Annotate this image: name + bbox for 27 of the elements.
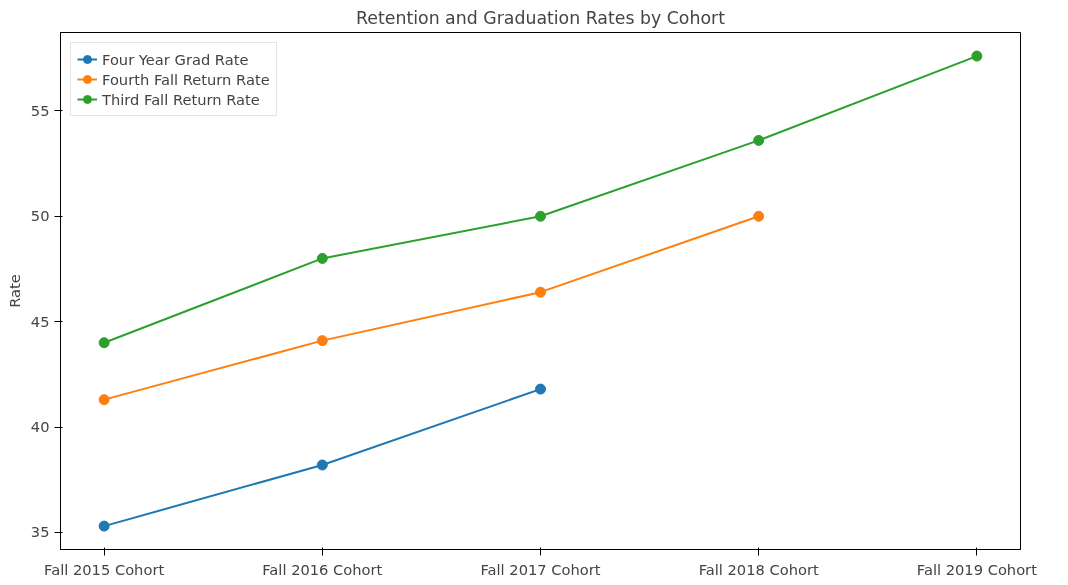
y-tick-label: 45 <box>30 312 50 330</box>
x-tick-label: Fall 2015 Cohort <box>44 560 165 578</box>
point <box>535 286 546 298</box>
x-tick-label: Fall 2019 Cohort <box>916 560 1038 578</box>
legend-label: Four Year Grad Rate <box>102 50 249 68</box>
point <box>316 335 328 347</box>
point <box>971 50 983 62</box>
chart-title: Retention and Graduation Rates by Cohort <box>356 7 726 28</box>
x-tick-label: Fall 2017 Cohort <box>480 560 601 578</box>
point <box>753 210 765 222</box>
point <box>753 134 765 146</box>
y-axis-title: Rate <box>5 274 23 308</box>
point <box>316 252 328 264</box>
y-tick-label: 40 <box>30 418 50 436</box>
point <box>98 520 110 532</box>
x-tick-label: Fall 2018 Cohort <box>698 560 819 578</box>
y-tick-label: 35 <box>30 523 50 541</box>
point <box>316 459 328 471</box>
point <box>535 383 546 395</box>
x-tick-label: Fall 2016 Cohort <box>262 560 383 578</box>
point <box>535 210 546 222</box>
y-tick-label: 50 <box>30 207 50 225</box>
legend-label: Fourth Fall Return Rate <box>102 70 270 88</box>
point <box>98 337 110 349</box>
y-tick-label: 55 <box>30 101 50 119</box>
legend-label: Third Fall Return Rate <box>102 90 260 108</box>
point <box>98 394 110 406</box>
